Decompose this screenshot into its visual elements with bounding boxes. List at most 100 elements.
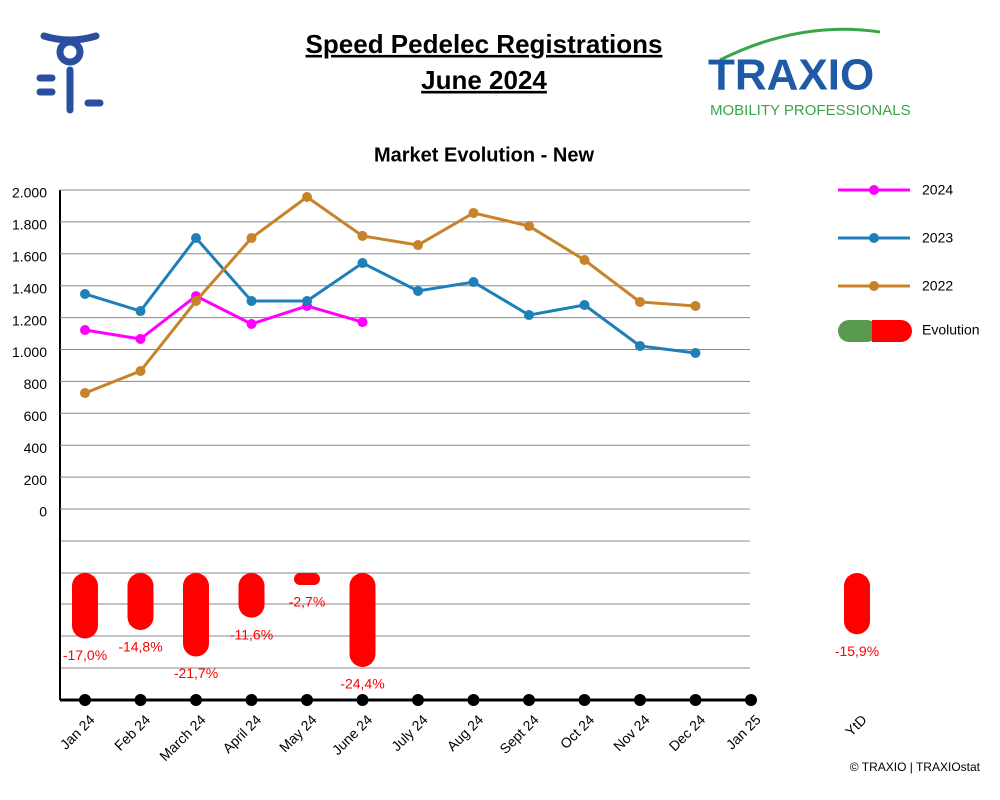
series-point (357, 258, 368, 269)
evolution-bar (183, 573, 209, 657)
evolution-bar (238, 573, 265, 618)
x-tick-label: Aug 24 (444, 711, 487, 754)
x-tick-dot (689, 694, 702, 706)
series-point (80, 325, 90, 336)
x-tick-dot (467, 694, 480, 706)
copyright: © TRAXIO | TRAXIOstat (850, 760, 981, 774)
series-point (357, 230, 368, 241)
x-tick-dot (523, 694, 535, 706)
y-tick-label: 1.600 (12, 249, 47, 265)
series-point (413, 285, 423, 296)
x-tick-label: March 24 (156, 711, 209, 764)
x-tick-dot (356, 694, 369, 706)
logo-text: TRAXIO (708, 51, 874, 100)
y-tick-label: 1.400 (12, 280, 47, 296)
series-point (246, 296, 257, 307)
series-point (135, 306, 146, 317)
series-point (579, 255, 590, 266)
series-line (84, 235, 696, 355)
evolution-label: -14,8% (118, 639, 162, 655)
x-tick-dot (245, 694, 258, 706)
series-point (302, 192, 312, 203)
series-point (80, 388, 90, 399)
x-tick-label: April 24 (219, 711, 264, 756)
legend-dot (869, 185, 879, 195)
x-tick-dot (745, 694, 757, 706)
legend-label: 2023 (922, 230, 953, 246)
logo-swoosh (719, 27, 881, 62)
x-tick-dot (301, 694, 313, 706)
y-tick-label: 1.000 (12, 344, 47, 360)
x-tick-label: Nov 24 (610, 711, 653, 754)
legend-label: 2022 (922, 278, 953, 294)
series-point (357, 317, 368, 328)
ytd-label: YtD (842, 711, 870, 739)
evolution-label: -15,9% (835, 643, 879, 659)
series-point (135, 333, 146, 344)
series-point (246, 318, 257, 329)
evolution-label: -2,7% (289, 594, 326, 610)
series-point (80, 288, 90, 299)
x-tick-label: Oct 24 (557, 711, 598, 752)
evolution-label: -17,0% (63, 647, 107, 663)
series-point (635, 340, 645, 351)
series-point (246, 233, 257, 244)
series-point (191, 233, 201, 244)
legend-swatch (838, 320, 878, 342)
x-tick-dot (190, 694, 202, 706)
y-tick-label: 1.200 (12, 312, 47, 328)
evolution-bar (127, 573, 154, 630)
y-tick-label: 600 (24, 408, 48, 424)
series-point (524, 310, 534, 321)
evolution-label: -11,6% (230, 626, 273, 642)
logo-tagline: MOBILITY PROFESSIONALS (710, 102, 911, 119)
x-tick-label: Sept 24 (496, 711, 542, 757)
legend-dot (869, 233, 879, 243)
series-point (690, 300, 701, 311)
series-point (468, 277, 479, 288)
x-tick-dot (79, 694, 91, 706)
x-tick-label: July 24 (388, 711, 431, 754)
y-tick-label: 1.800 (12, 217, 47, 233)
series-line (84, 195, 696, 395)
bike-icon (36, 32, 104, 114)
x-tick-dot (412, 694, 424, 706)
series-point (579, 299, 590, 310)
y-tick-label: 400 (24, 440, 48, 456)
chart-title: Market Evolution - New (374, 144, 594, 166)
evolution-bar (349, 573, 376, 667)
legend-label: Evolution (922, 322, 980, 338)
legend-label: 2024 (922, 182, 953, 198)
x-tick-label: Dec 24 (666, 711, 709, 754)
x-tick-label: Feb 24 (111, 711, 153, 753)
title: Speed Pedelec Registrations (306, 29, 663, 59)
series-point (135, 366, 146, 377)
evolution-bar (294, 573, 320, 585)
legend-dot (869, 281, 879, 291)
x-tick-label: June 24 (329, 711, 376, 758)
evolution-grid (60, 540, 750, 669)
legend-swatch (872, 320, 886, 342)
x-tick-label: Jan 25 (723, 711, 764, 752)
evolution-label: -24,4% (340, 676, 384, 692)
y-tick-label: 2.000 (12, 185, 47, 201)
evolution-bar (844, 573, 870, 635)
series-point (302, 296, 312, 307)
y-tick-label: 0 (39, 504, 47, 520)
series-point (191, 296, 201, 307)
x-tick-label: Jan 24 (57, 711, 98, 752)
series-point (690, 348, 701, 359)
series-point (635, 296, 645, 307)
subtitle: June 2024 (421, 65, 547, 95)
y-tick-label: 800 (24, 376, 48, 392)
series-point (468, 207, 479, 218)
evolution-label: -21,7% (174, 665, 218, 681)
x-tick-dot (134, 694, 147, 706)
x-tick-label: May 24 (276, 711, 320, 755)
series-point (413, 240, 423, 251)
x-tick-dot (578, 694, 591, 706)
evolution-bar (72, 573, 98, 639)
x-tick-dot (634, 694, 646, 706)
y-tick-label: 200 (24, 472, 48, 488)
